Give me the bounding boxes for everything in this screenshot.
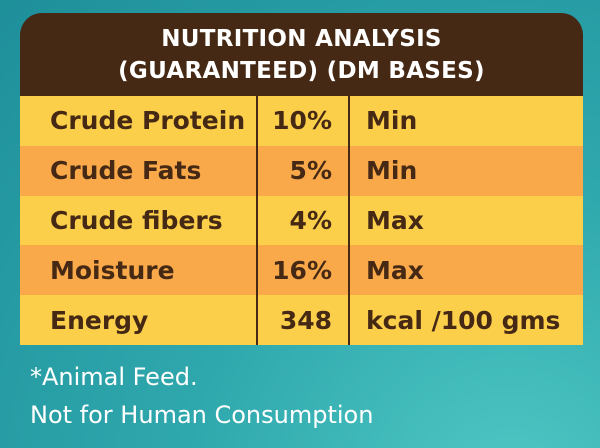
footnote: *Animal Feed. Not for Human Consumption (30, 358, 373, 434)
nutrient-value: 5% (258, 145, 350, 196)
nutrient-unit: Min (366, 106, 418, 136)
table-header: NUTRITION ANALYSIS (GUARANTEED) (DM BASE… (20, 13, 583, 96)
nutrient-value: 348 (258, 295, 350, 345)
footnote-line-1: *Animal Feed. (30, 363, 198, 391)
nutrient-unit: Max (366, 205, 424, 235)
table-row: Crude fibers 4% Max (20, 195, 583, 246)
nutrient-value: 4% (258, 195, 350, 246)
header-title: NUTRITION ANALYSIS (161, 25, 442, 52)
footnote-line-2: Not for Human Consumption (30, 401, 374, 429)
nutrition-table: NUTRITION ANALYSIS (GUARANTEED) (DM BASE… (20, 13, 583, 345)
nutrient-unit: Max (366, 255, 424, 285)
header-subtitle: (GUARANTEED) (DM BASES) (118, 57, 485, 84)
nutrient-value: 16% (258, 245, 350, 296)
nutrient-value: 10% (258, 96, 350, 146)
table-row: Moisture 16% Max (20, 245, 583, 296)
nutrient-name: Moisture (20, 245, 258, 296)
nutrient-name: Crude Fats (20, 145, 258, 196)
table-row: Energy 348 kcal /100 gms (20, 295, 583, 345)
nutrient-name: Energy (20, 295, 258, 345)
nutrient-name: Crude Protein (20, 96, 258, 146)
table-row: Crude Fats 5% Min (20, 145, 583, 196)
nutrient-unit: Min (366, 156, 418, 186)
nutrient-unit: kcal /100 gms (366, 305, 561, 335)
nutrient-name: Crude fibers (20, 195, 258, 246)
table-row: Crude Protein 10% Min (20, 96, 583, 146)
